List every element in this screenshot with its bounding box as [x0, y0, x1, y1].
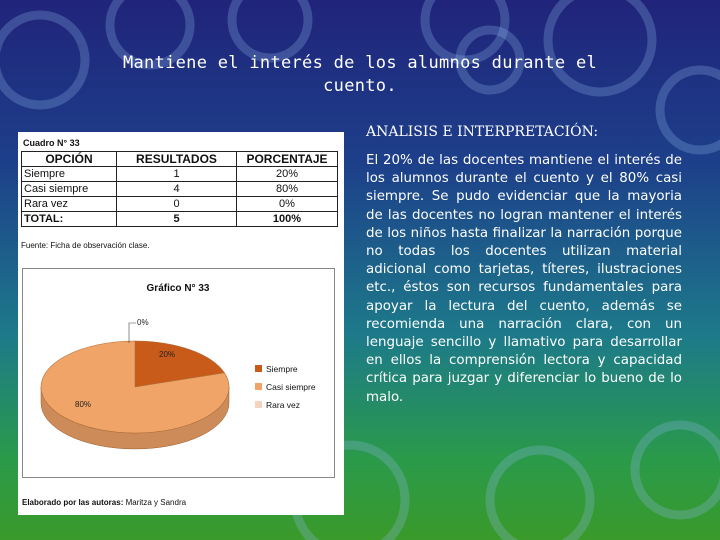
embedded-document: Cuadro N° 33 OPCIÓN RESULTADOS PORCENTAJ…: [18, 132, 344, 515]
cell-percent: 20%: [236, 166, 338, 182]
analysis-paragraph: El 20% de las docentes mantiene el inter…: [366, 153, 682, 405]
table-row: Casi siempre 4 80%: [21, 181, 338, 197]
pie-slice-siempre: [134, 340, 225, 388]
data-label-casi-siempre: 80%: [75, 400, 91, 409]
slide-title: Mantiene el interés de los alumnos duran…: [80, 52, 640, 98]
pie-slice-casi-siempre: [40, 340, 230, 434]
table-row: Siempre 1 20%: [21, 166, 338, 182]
header-opcion: OPCIÓN: [21, 151, 117, 167]
table-row: Rara vez 0 0%: [21, 196, 338, 212]
table-total-row: TOTAL: 5 100%: [21, 211, 338, 227]
header-resultados: RESULTADOS: [116, 151, 237, 167]
slide-title-line2: cuento.: [323, 76, 397, 96]
table-header-row: OPCIÓN RESULTADOS PORCENTAJE: [21, 151, 338, 167]
slide-title-line1: Mantiene el interés de los alumnos duran…: [122, 53, 598, 73]
elaborado-note: Elaborado por las autoras: Maritza y San…: [22, 498, 186, 507]
cell-total-label: TOTAL:: [21, 211, 117, 227]
data-label-siempre: 20%: [159, 350, 175, 359]
elaborado-label: Elaborado por las autoras:: [22, 498, 124, 507]
pie-chart: Gráfico N° 33 20% 80% 0% Siempre Casi siemp…: [40, 283, 316, 450]
legend-swatch: [255, 365, 262, 372]
chart-frame: Gráfico N° 33 20% 80% 0% Siempre Casi siemp…: [22, 268, 335, 478]
header-porcentaje: PORCENTAJE: [236, 151, 338, 167]
cell-option: Siempre: [21, 166, 117, 182]
cell-percent: 80%: [236, 181, 338, 197]
cuadro-label: Cuadro N° 33: [23, 138, 80, 148]
leader-line: [128, 322, 136, 343]
elaborado-names: Maritza y Sandra: [125, 498, 187, 507]
analysis-heading: ANALISIS E INTERPRETACIÓN:: [366, 124, 599, 140]
legend-label: Casi siempre: [266, 382, 316, 392]
cell-result: 4: [116, 181, 237, 197]
chart-title: Gráfico N° 33: [147, 283, 210, 294]
legend-swatch: [255, 401, 262, 408]
legend-label: Siempre: [266, 364, 298, 374]
cell-option: Rara vez: [21, 196, 117, 212]
cell-total-result: 5: [116, 211, 237, 227]
legend-label: Rara vez: [266, 400, 300, 410]
cell-percent: 0%: [236, 196, 338, 212]
cell-option: Casi siempre: [21, 181, 117, 197]
legend-swatch: [255, 383, 262, 390]
cell-result: 1: [116, 166, 237, 182]
cell-total-percent: 100%: [236, 211, 338, 227]
results-table: OPCIÓN RESULTADOS PORCENTAJE Siempre 1 2…: [21, 151, 338, 227]
source-note: Fuente: Ficha de observación clase.: [21, 241, 150, 250]
cell-result: 0: [116, 196, 237, 212]
data-label-rara-vez: 0%: [137, 318, 149, 327]
